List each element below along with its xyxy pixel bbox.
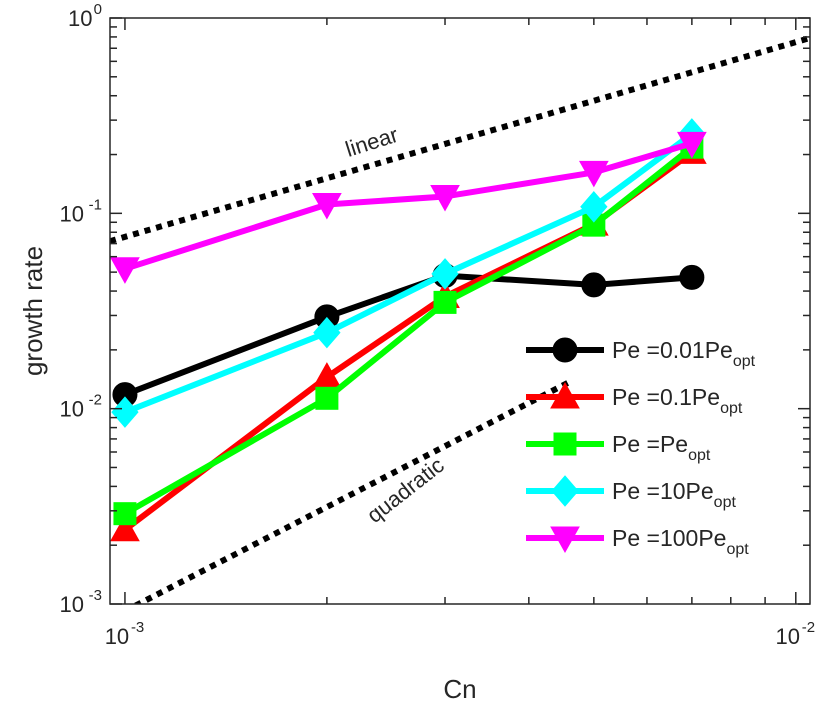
legend-marker-2 — [553, 432, 577, 456]
y-tick-label: 10 — [60, 592, 84, 617]
series-1-point-0 — [110, 514, 140, 542]
legend-entry-1: Pe =0.1Peopt — [526, 381, 743, 417]
series-0-point-3 — [581, 272, 607, 298]
legend-label-1: Pe =0.1Peopt — [612, 384, 743, 417]
legend-label-sub-1: opt — [720, 400, 743, 417]
legend-marker-0 — [552, 337, 578, 363]
legend-label-main-3: Pe =10Pe — [612, 478, 714, 504]
y-tick-exponent: -2 — [89, 392, 102, 409]
series-4 — [110, 131, 707, 284]
series-2-point-2 — [433, 290, 457, 314]
legend-marker-4 — [550, 526, 580, 554]
legend-label-2: Pe =Peopt — [612, 431, 711, 464]
legend-label-sub-4: opt — [726, 541, 749, 558]
series-3-point-2 — [431, 258, 459, 290]
series-2-point-1 — [315, 386, 339, 410]
linear-reference-line — [110, 35, 810, 245]
series-4-point-2 — [430, 184, 460, 212]
x-tick-exponent: -3 — [131, 619, 144, 636]
legend-label-0: Pe =0.01Peopt — [612, 337, 756, 370]
y-tick-label: 10 — [60, 201, 84, 226]
legend-label-sub-0: opt — [733, 353, 756, 370]
y-tick-exponent: -1 — [89, 196, 102, 213]
legend-label-main-1: Pe =0.1Pe — [612, 384, 720, 410]
legend-entry-0: Pe =0.01Peopt — [526, 337, 756, 370]
y-tick-exponent: -3 — [89, 587, 102, 604]
series-4-point-3 — [578, 160, 609, 188]
series-4-point-1 — [312, 192, 342, 220]
x-axis-label: Cn — [443, 674, 476, 704]
legend-label-4: Pe =100Peopt — [612, 525, 749, 558]
legend-marker-3 — [551, 475, 579, 507]
y-tick-exponent: 0 — [94, 1, 102, 18]
series-0-point-4 — [679, 264, 705, 290]
series-4-point-4 — [677, 131, 707, 159]
series-3-point-1 — [313, 316, 341, 349]
legend-entry-4: Pe =100Peopt — [526, 525, 749, 558]
legend-entry-3: Pe =10Peopt — [526, 475, 736, 511]
y-axis-label: growth rate — [18, 246, 48, 376]
plot-area — [110, 18, 810, 604]
x-tick-label: 10 — [776, 624, 800, 649]
series-3 — [111, 118, 706, 428]
series-2-point-0 — [113, 502, 137, 526]
legend-label-3: Pe =10Peopt — [612, 478, 736, 511]
series-3-point-3 — [580, 191, 608, 223]
x-tick-label: 10 — [105, 624, 129, 649]
y-tick-label: 10 — [60, 397, 84, 422]
y-tick-label: 10 — [68, 6, 92, 31]
x-tick-exponent: -2 — [802, 619, 815, 636]
legend-label-main-4: Pe =100Pe — [612, 525, 726, 551]
legend-label-sub-2: opt — [688, 447, 711, 464]
legend-label-main-2: Pe =Pe — [612, 431, 688, 457]
series-4-point-0 — [110, 257, 140, 284]
series-3-point-0 — [111, 396, 139, 428]
legend-entry-2: Pe =Peopt — [526, 431, 711, 464]
legend-marker-1 — [550, 381, 580, 409]
legend-label-main-0: Pe =0.01Pe — [612, 337, 733, 363]
axes-frame — [109, 17, 811, 605]
legend-label-sub-3: opt — [714, 494, 737, 511]
